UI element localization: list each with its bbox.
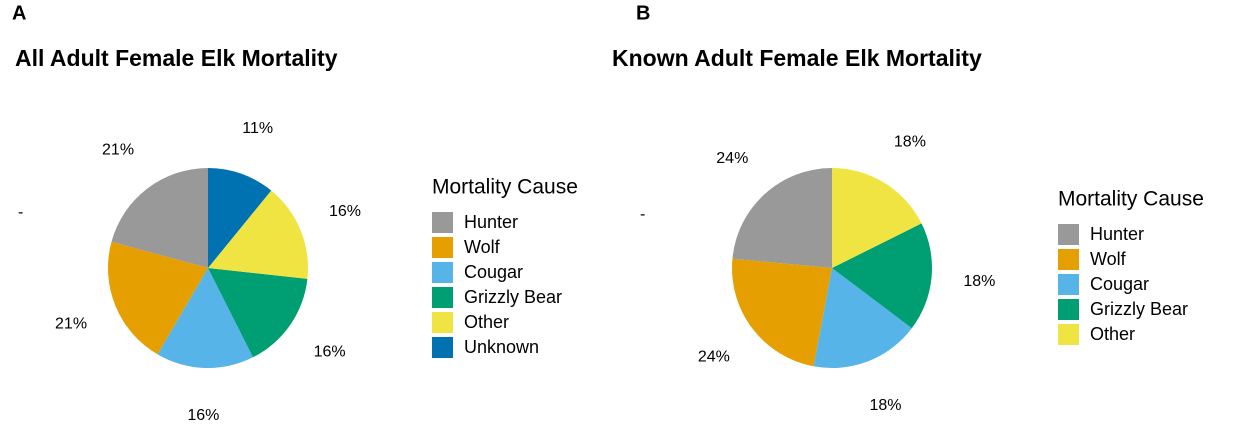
legend-label: Cougar — [464, 262, 523, 282]
panel-label: B — [636, 2, 650, 24]
pie-slice — [111, 168, 208, 268]
legend-swatch — [432, 337, 453, 358]
pie-slice — [832, 168, 922, 268]
pie-slice — [108, 241, 208, 355]
pie-slice — [813, 268, 912, 368]
legend-swatch — [432, 237, 453, 258]
legend-label: Other — [464, 312, 509, 332]
pie-slice — [732, 168, 832, 268]
legend-title: Mortality Cause — [432, 176, 578, 199]
legend-label: Hunter — [464, 212, 518, 232]
legend-swatch — [1058, 274, 1079, 295]
pie-slice — [208, 168, 272, 268]
legend-label: Unknown — [464, 337, 539, 357]
data-label: 11% — [242, 120, 273, 137]
pie-slice — [157, 268, 253, 368]
legend-swatch — [432, 262, 453, 283]
data-label: 24% — [698, 348, 730, 365]
legend-label: Grizzly Bear — [1090, 299, 1188, 319]
legend-swatch — [1058, 324, 1079, 345]
pie-slice — [208, 190, 308, 279]
pie-slice — [208, 268, 308, 358]
chart-title: Known Adult Female Elk Mortality — [612, 45, 982, 71]
data-label: 16% — [187, 407, 219, 424]
legend-label: Other — [1090, 324, 1135, 344]
pie-slice — [832, 223, 933, 329]
legend-label: Grizzly Bear — [464, 287, 562, 307]
data-label: 18% — [869, 397, 901, 414]
data-label: 24% — [716, 150, 748, 167]
legend-swatch — [432, 212, 453, 233]
legend-swatch — [1058, 299, 1079, 320]
pie-slice — [732, 258, 832, 367]
data-label: 16% — [314, 344, 346, 361]
legend-swatch — [1058, 249, 1079, 270]
legend-title: Mortality Cause — [1058, 188, 1204, 211]
y-label: - — [18, 204, 23, 221]
legend-swatch — [1058, 224, 1079, 245]
data-label: 16% — [329, 203, 361, 220]
legend-label: Wolf — [1090, 249, 1127, 269]
legend-label: Wolf — [464, 237, 501, 257]
legend-swatch — [432, 312, 453, 333]
y-label: - — [640, 206, 645, 223]
panel-label: A — [12, 2, 26, 24]
legend-swatch — [432, 287, 453, 308]
data-label: 21% — [102, 142, 134, 159]
data-label: 21% — [55, 315, 87, 332]
legend-label: Hunter — [1090, 224, 1144, 244]
data-label: 18% — [894, 133, 926, 150]
chart-title: All Adult Female Elk Mortality — [15, 45, 338, 71]
legend-label: Cougar — [1090, 274, 1149, 294]
data-label: 18% — [963, 273, 995, 290]
